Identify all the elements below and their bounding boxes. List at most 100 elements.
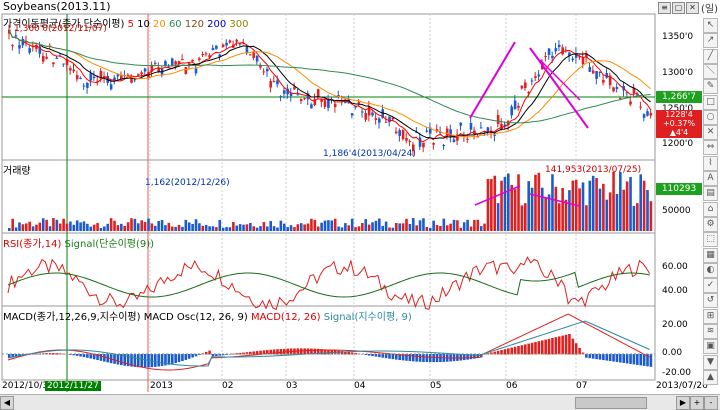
volume-bar [153, 225, 157, 231]
macd-hist-bar [639, 354, 643, 366]
tool-button-3[interactable]: ＼ [703, 63, 718, 79]
candle [547, 48, 551, 55]
volume-bar [503, 176, 507, 231]
volume-bar [103, 226, 106, 231]
macd-hist-bar [143, 354, 147, 368]
candle [303, 98, 306, 100]
horizontal-scrollbar[interactable]: ◀ ▶ + - [0, 394, 720, 410]
volume-bar [571, 180, 575, 231]
candle [642, 114, 646, 118]
candle [143, 68, 147, 72]
tool-button-14[interactable]: ⬚ [703, 232, 718, 248]
volume-bar [408, 223, 412, 231]
zoom-in-button[interactable]: + [690, 396, 704, 410]
macd-hist-bar [170, 354, 174, 364]
tool-button-20[interactable]: ≋ [703, 324, 718, 339]
macd-hist-bar [215, 354, 218, 356]
macd-hist-bar [554, 337, 558, 355]
macd-hist-bar [252, 351, 256, 355]
macd-hist-bar [530, 342, 534, 355]
volume-bar [612, 171, 615, 231]
macd-hist-bar [615, 354, 619, 363]
volume-bar [340, 227, 344, 231]
tool-button-7[interactable]: ✕ [703, 125, 718, 141]
tool-button-17[interactable]: ✓ [703, 278, 718, 294]
volume-bar [581, 182, 585, 231]
tool-button-23[interactable]: ▲ [703, 369, 718, 385]
volume-bar [469, 226, 473, 231]
candle [568, 52, 571, 57]
tool-button-5[interactable]: □ [703, 94, 718, 110]
volume-bar [524, 203, 527, 231]
macd-hist-bar [232, 353, 235, 355]
volume-bar [147, 218, 150, 231]
macd-hist-bar [269, 349, 272, 355]
candle [347, 99, 351, 104]
ma-period-60: 60 [165, 19, 182, 30]
scroll-thumb[interactable] [575, 397, 647, 409]
volume-bar [28, 221, 31, 231]
tool-button-22[interactable]: ▼ [703, 354, 718, 370]
candle [422, 142, 425, 148]
tool-button-13[interactable]: ⚙ [703, 216, 718, 232]
macd-hist-bar [598, 354, 602, 360]
volume-bar [266, 226, 269, 231]
tool-button-15[interactable]: ▦ [703, 247, 718, 263]
close-button[interactable]: ✕ [686, 2, 699, 14]
scroll-left-button[interactable]: ◀ [0, 396, 14, 410]
macd-hist-bar [160, 354, 164, 367]
tool-button-4[interactable]: ✎ [703, 79, 718, 95]
macd-hist-bar [310, 348, 313, 355]
tool-button-0[interactable]: ↖ [703, 18, 718, 33]
macd-hist-bar [116, 354, 120, 365]
scroll-right-button[interactable]: ▶ [676, 396, 690, 410]
volume-bar [249, 222, 252, 231]
tool-button-19[interactable]: ⊞ [703, 308, 718, 324]
candle [187, 63, 191, 67]
candle [361, 111, 364, 113]
volume-bar [605, 199, 609, 231]
macd-hist-bar [11, 354, 14, 358]
period-unit[interactable]: (일) [700, 4, 718, 15]
macd-hist-bar [123, 354, 127, 366]
tool-button-10[interactable]: A [703, 171, 718, 186]
tool-button-21[interactable]: ▣ [703, 339, 718, 355]
candle [398, 130, 401, 136]
tool-button-2[interactable]: ╱ [703, 48, 718, 64]
tool-button-1[interactable]: ↗ [703, 33, 718, 49]
maximize-button[interactable]: ▢ [672, 2, 685, 14]
candle [445, 128, 449, 135]
candle [510, 106, 514, 116]
volume-bar [21, 224, 25, 231]
volume-bar [442, 218, 446, 231]
macd-hist-bar [235, 353, 239, 355]
volume-bar [513, 189, 517, 231]
zoom-out-button[interactable]: - [704, 396, 718, 410]
candle [557, 44, 561, 48]
candle [266, 68, 269, 72]
candle [374, 118, 378, 121]
candle [544, 56, 547, 58]
candle [408, 140, 412, 142]
volume-bar [347, 225, 351, 231]
candle [513, 100, 517, 110]
volume-bar [405, 218, 408, 231]
macd-hist-bar [8, 354, 11, 358]
tool-button-6[interactable]: ○ [703, 109, 718, 125]
tool-button-12[interactable]: ⌂ [703, 201, 718, 217]
volume-bar [164, 225, 167, 231]
volume-bar [245, 224, 249, 231]
candle [605, 72, 609, 78]
menu-button[interactable]: ≡ [658, 2, 671, 14]
volume-bar [384, 221, 388, 231]
tool-button-11[interactable]: ▤ [703, 186, 718, 202]
tool-button-16[interactable]: ◐ [703, 262, 718, 278]
macd-hist-bar [483, 354, 486, 355]
xaxis-left-date: 2012/10/3 [2, 381, 49, 391]
tool-button-8[interactable]: ⇔ [703, 140, 718, 156]
volume-bar [591, 175, 595, 231]
volume-bar [157, 221, 160, 231]
tool-button-9[interactable]: ⌇ [703, 155, 718, 171]
tool-button-18[interactable]: ↺ [703, 293, 718, 309]
